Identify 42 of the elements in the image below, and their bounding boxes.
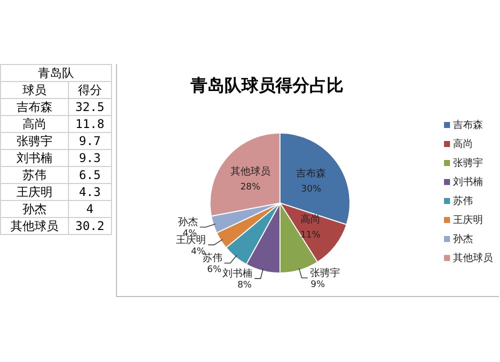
data-label: 11.8 xyxy=(68,116,112,132)
legend-label: 苏伟 xyxy=(453,196,473,207)
legend-label: 刘书楠 xyxy=(453,177,483,188)
slice-label: 其他球员 xyxy=(230,165,270,178)
legend-label: 吉布森 xyxy=(453,120,483,131)
slice-label: 孙杰 xyxy=(178,216,198,228)
slice-label: 苏伟 xyxy=(202,252,222,264)
slice-label: 王庆明 xyxy=(176,234,206,246)
legend-label: 王庆明 xyxy=(453,215,483,226)
category-label: 苏伟 xyxy=(0,166,68,184)
legend-label: 孙杰 xyxy=(453,234,473,245)
legend-label: 张骋宇 xyxy=(453,158,483,169)
data-label: 30% xyxy=(301,184,322,194)
slice-label: 高尚 xyxy=(300,214,320,226)
data-label: 9.3 xyxy=(68,150,112,166)
category-label: 高尚 xyxy=(0,116,68,132)
data-label: 28% xyxy=(240,182,261,192)
data-label: 11% xyxy=(300,230,321,241)
data-label: 32.5 xyxy=(68,98,112,116)
category-label: 张骋宇 xyxy=(0,132,68,150)
category-label: 王庆明 xyxy=(0,184,68,200)
category-label: 刘书楠 xyxy=(0,150,68,166)
data-label: 4.3 xyxy=(68,184,112,200)
data-label: 9.7 xyxy=(68,132,112,150)
data-label: 6.5 xyxy=(68,166,112,184)
slice-label: 张骋宇 xyxy=(310,266,340,279)
legend-label: 其他球员 xyxy=(453,253,493,264)
text: 得分 xyxy=(68,82,112,98)
text: 球员 xyxy=(0,82,68,98)
slice-label: 刘书楠 xyxy=(222,268,253,280)
category-label: 其他球员 xyxy=(0,218,68,234)
category-label: 吉布森 xyxy=(0,98,68,116)
slice-label: 吉布森 xyxy=(296,167,326,180)
data-label: 8% xyxy=(237,280,252,291)
legend-label: 高尚 xyxy=(453,139,473,150)
chart-title: 青岛队球员得分占比 xyxy=(190,75,344,97)
data-label: 9% xyxy=(310,280,326,290)
data-label: 6% xyxy=(207,265,222,276)
data-label: 30.2 xyxy=(68,218,112,234)
text: 青岛队 xyxy=(0,64,112,82)
category-label: 孙杰 xyxy=(0,200,68,218)
data-label: 4 xyxy=(68,200,112,218)
